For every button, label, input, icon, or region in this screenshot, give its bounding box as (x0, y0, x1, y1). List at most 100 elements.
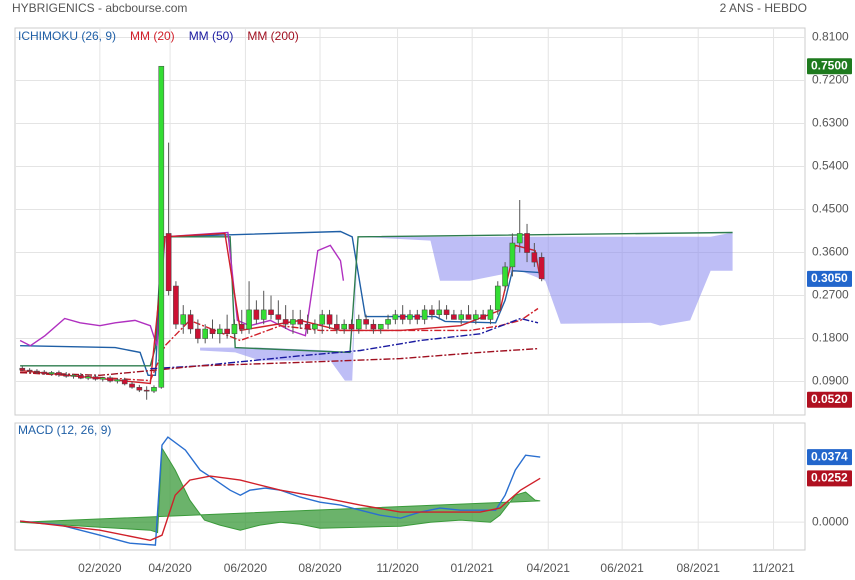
price-marker-label: 0.3050 (811, 271, 848, 285)
candle-body (334, 323, 340, 330)
candle-body (70, 375, 77, 377)
candle-body (407, 314, 413, 320)
candle-body (180, 314, 187, 325)
candle-body (370, 323, 377, 330)
candle-body (312, 323, 318, 330)
candle-body (129, 383, 135, 388)
y-tick-label: 0.1800 (812, 331, 849, 345)
candle-body (290, 319, 296, 325)
moving-average (20, 347, 539, 377)
candle-body (202, 328, 208, 339)
moving-average (150, 317, 539, 370)
candle-body (165, 233, 172, 292)
y-tick-label: 0.4500 (812, 202, 849, 216)
price-marker-label: 0.0520 (811, 392, 848, 406)
macd-line (20, 475, 541, 542)
x-tick-label: 04/2020 (148, 561, 192, 575)
macd-panel (14, 422, 806, 551)
candle-body (275, 314, 282, 320)
candle-body (19, 367, 26, 371)
y-tick-label: 0.7200 (812, 73, 849, 87)
candle-body (509, 242, 516, 268)
candle-body (385, 319, 391, 325)
candle-body (114, 379, 121, 382)
ichimoku-cloud (200, 232, 733, 381)
candle-body (377, 323, 384, 330)
candle-body (538, 257, 545, 280)
candle-body (304, 323, 311, 330)
x-tick-label: 11/2020 (376, 561, 419, 575)
candle-body (121, 379, 128, 385)
value-marker-label: 0.0252 (811, 470, 848, 484)
candle-body (187, 314, 194, 330)
candle-body (524, 233, 530, 253)
y-tick-label: 0.6300 (812, 116, 849, 130)
candle-body (78, 375, 84, 379)
candle-body (268, 309, 274, 315)
ichimoku-line (20, 230, 541, 376)
y-tick-label: 0.8100 (812, 30, 849, 44)
x-tick-label: 04/2021 (527, 561, 571, 575)
candle-body (253, 309, 260, 320)
page-title: HYBRIGENICS - abcbourse.com (12, 1, 187, 15)
candle-body (451, 314, 457, 320)
candle-body (487, 309, 494, 320)
candle-body (231, 323, 238, 335)
x-tick-label: 11/2021 (752, 561, 795, 575)
y-tick-label: 0.3600 (812, 245, 849, 259)
candle-body (436, 309, 443, 315)
candle-body (531, 252, 538, 263)
candle-body (363, 319, 369, 325)
candle-body (319, 314, 326, 325)
candle-body (399, 314, 406, 320)
candle-body (56, 372, 62, 376)
candle-body (348, 323, 355, 330)
candle-body (63, 374, 70, 377)
candle-body (224, 328, 230, 335)
candle-body (217, 328, 223, 335)
legend-entry: MM (200) (247, 29, 298, 43)
candle-body (443, 309, 450, 315)
x-tick-label: 06/2021 (600, 561, 644, 575)
candle-body (34, 370, 40, 373)
candle-body (143, 389, 150, 392)
candle-body (41, 371, 48, 375)
x-tick-label: 08/2020 (298, 561, 342, 575)
candle-body (429, 309, 435, 315)
candle-body (502, 266, 508, 287)
candle-body (494, 285, 501, 311)
candle-body (48, 372, 55, 375)
candle-body (151, 387, 157, 392)
candle-body (173, 285, 179, 325)
value-marker-label: 0.0374 (811, 449, 848, 463)
candle-body (209, 328, 216, 335)
candle-body (326, 314, 333, 325)
candle-body (480, 314, 486, 320)
x-tick-label: 01/2021 (450, 561, 494, 575)
candle-body (238, 323, 245, 330)
candle-body (85, 376, 91, 379)
price-marker (807, 270, 852, 287)
price-marker-label: 0.7500 (811, 58, 848, 72)
candle-body (92, 376, 99, 380)
candle-body (341, 323, 347, 330)
candle-body (158, 65, 165, 388)
period-label: 2 ANS - HEBDO (720, 1, 807, 15)
x-tick-label: 06/2020 (224, 561, 268, 575)
candle-body (107, 377, 113, 382)
candle-body (297, 319, 304, 325)
candle-body (465, 314, 472, 320)
price-marker (807, 58, 852, 75)
candle-body (458, 314, 465, 320)
candle-body (355, 319, 362, 330)
macd-line (20, 436, 541, 546)
candle-body (26, 369, 33, 372)
candle-body (99, 377, 106, 380)
candle-body (473, 314, 479, 320)
y-tick-label: 0.2700 (812, 288, 849, 302)
candle-body (516, 233, 523, 244)
y-tick-label: 0.5400 (812, 159, 849, 173)
candle-body (414, 314, 421, 320)
